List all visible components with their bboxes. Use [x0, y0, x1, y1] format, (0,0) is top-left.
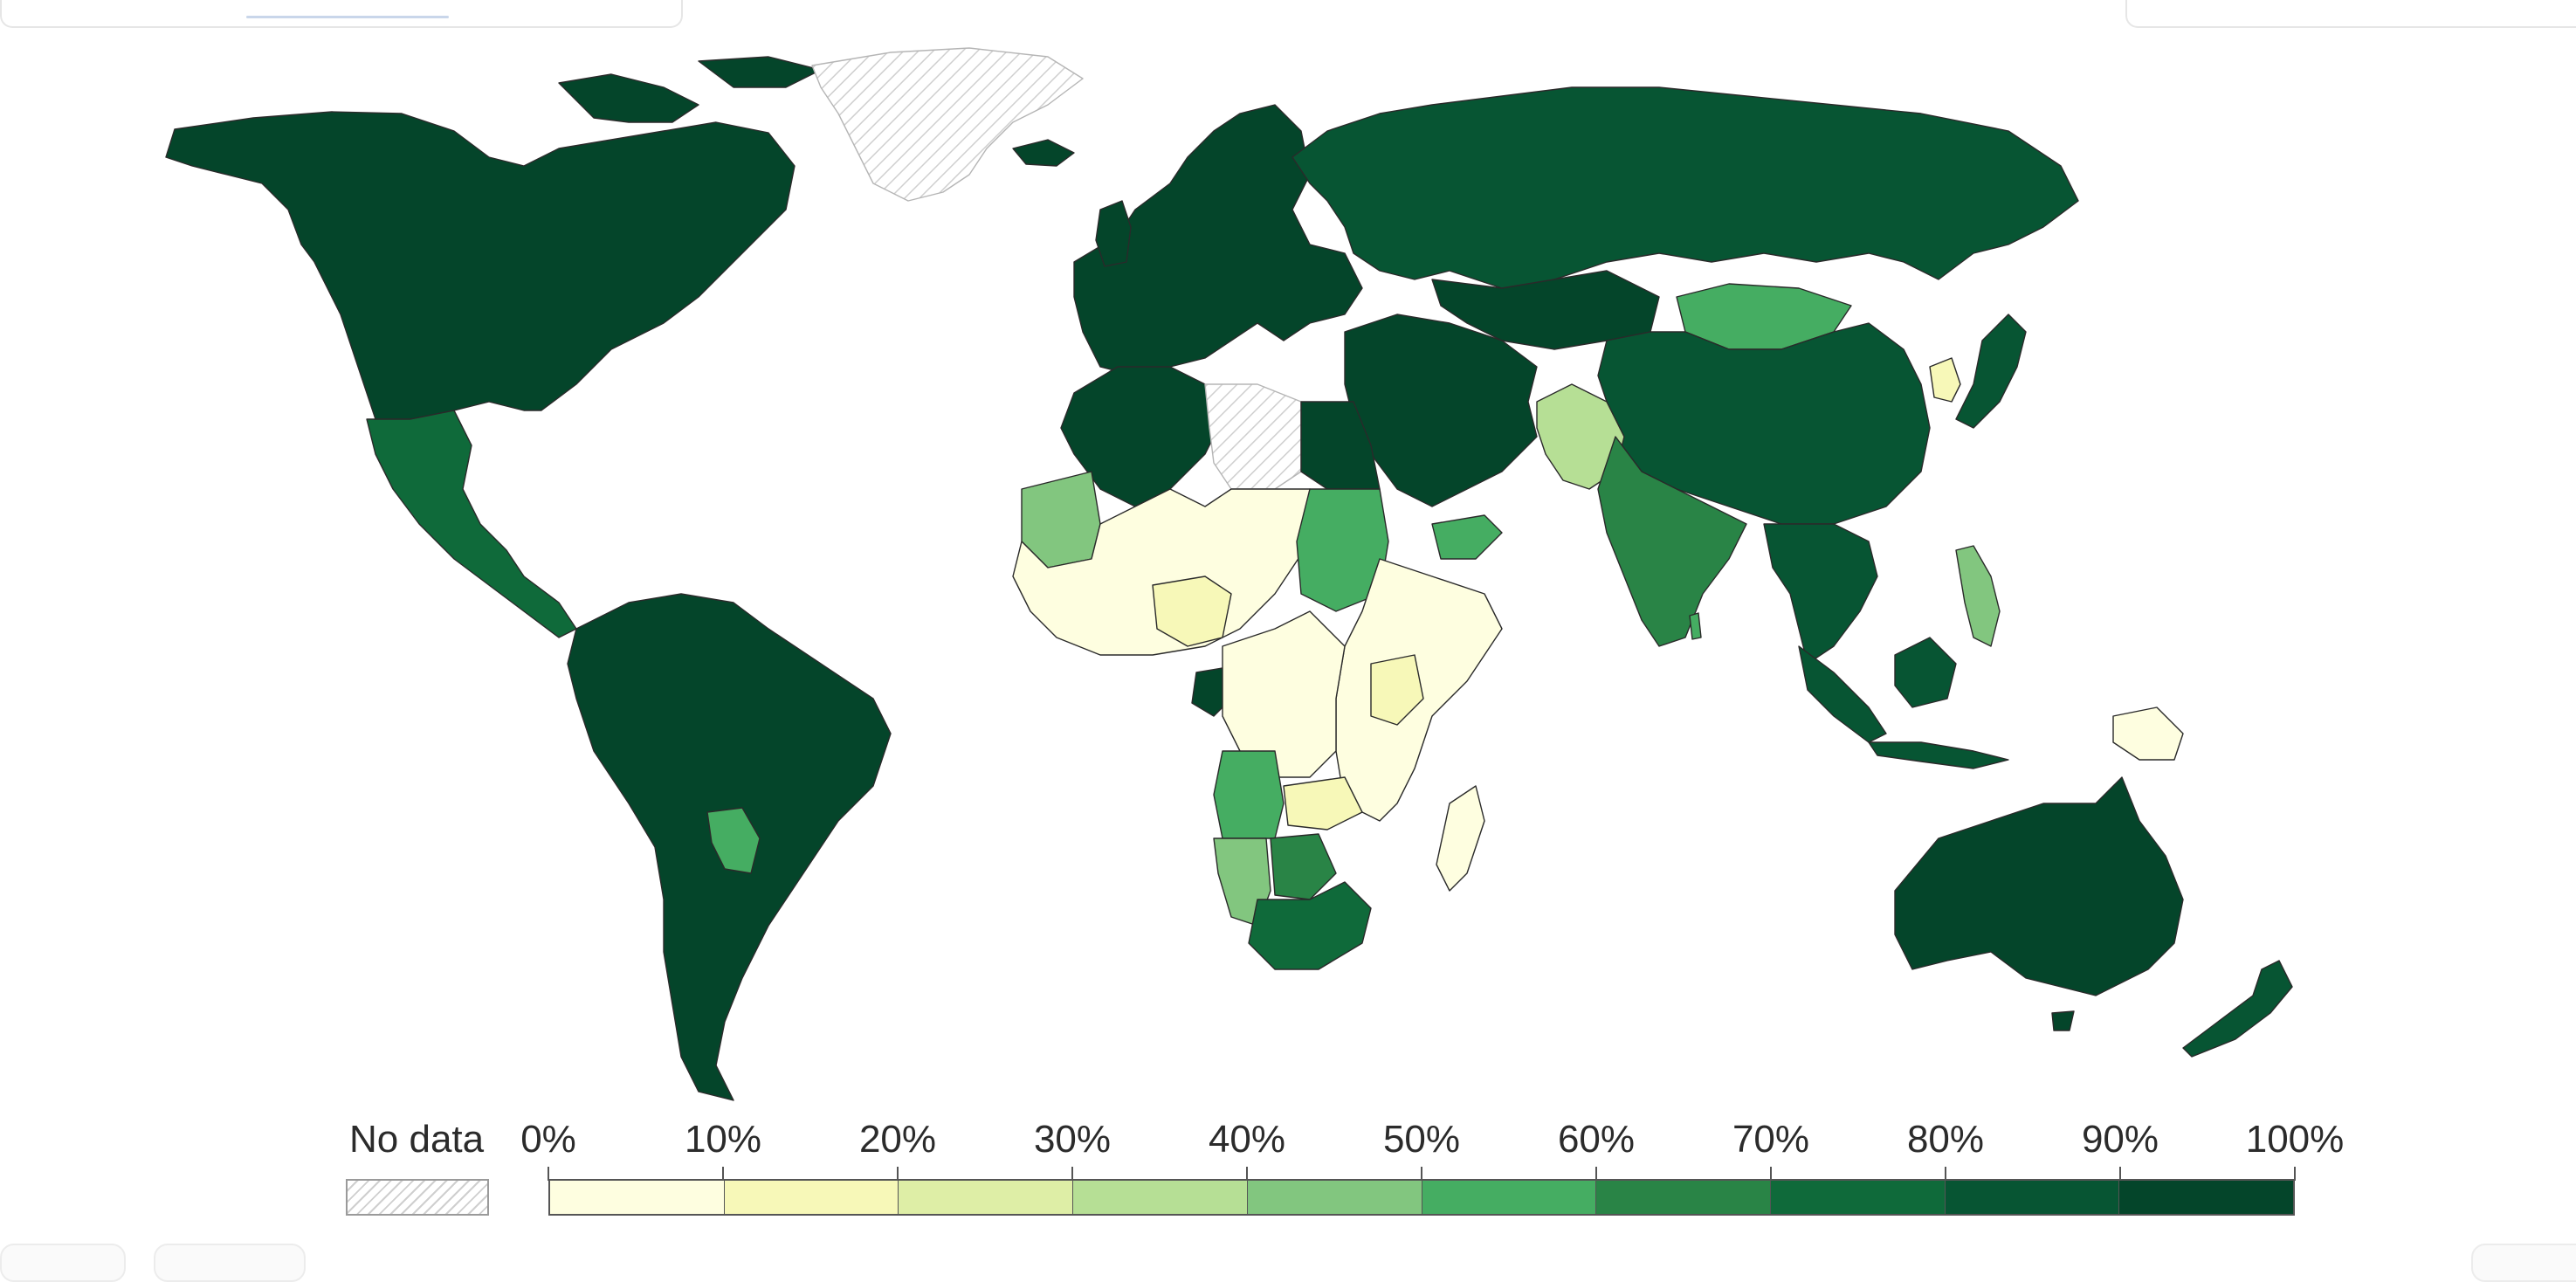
scale-tick-mark	[722, 1167, 724, 1181]
scale-tick-label: 40%	[1208, 1118, 1286, 1161]
region-sudan[interactable]	[1296, 488, 1389, 612]
region-southeast-asia[interactable]	[1763, 523, 1878, 665]
region-yemen[interactable]	[1431, 514, 1503, 560]
region-libya[interactable]	[1204, 383, 1302, 490]
scale-segment-1	[724, 1181, 899, 1214]
scale-tick-mark	[2294, 1167, 2296, 1181]
no-data-swatch	[346, 1179, 489, 1216]
region-paraguay[interactable]	[706, 807, 761, 874]
color-scale-bar	[548, 1179, 2295, 1216]
scale-tick-mark	[1595, 1167, 1597, 1181]
scale-segment-8	[1945, 1181, 2120, 1214]
region-russia[interactable]	[1291, 86, 2079, 289]
region-tasmania[interactable]	[2051, 1010, 2075, 1031]
no-data-label: No data	[349, 1118, 485, 1161]
region-philippines[interactable]	[1955, 545, 2001, 647]
scale-tick-mark	[1945, 1167, 1946, 1181]
bottom-left-chip-2	[154, 1244, 306, 1282]
active-tab-indicator	[246, 16, 449, 18]
scale-tick-label: 0%	[520, 1118, 576, 1161]
scale-tick-label: 10%	[684, 1118, 762, 1161]
region-papua-new-guinea[interactable]	[2112, 706, 2184, 761]
scale-tick-label: 30%	[1033, 1118, 1112, 1161]
top-left-tab-strip	[0, 0, 683, 28]
region-botswana[interactable]	[1270, 833, 1337, 900]
scale-tick-mark	[897, 1167, 899, 1181]
region-madagascar[interactable]	[1436, 785, 1485, 892]
region-korea[interactable]	[1929, 357, 1961, 403]
region-indonesia[interactable]	[1798, 645, 1887, 743]
scale-tick-label: 60%	[1557, 1118, 1636, 1161]
bottom-right-chip	[2471, 1244, 2576, 1282]
scale-segment-7	[1770, 1181, 1946, 1214]
scale-tick-mark	[1246, 1167, 1248, 1181]
region-japan[interactable]	[1955, 314, 2027, 429]
region-nigeria[interactable]	[1152, 576, 1232, 647]
world-choropleth-map	[0, 35, 2576, 1127]
region-angola[interactable]	[1213, 750, 1285, 839]
region-iceland[interactable]	[1012, 139, 1075, 167]
region-sri-lanka[interactable]	[1689, 612, 1702, 640]
region-central-africa[interactable]	[1222, 610, 1346, 778]
scale-tick-mark	[548, 1167, 549, 1181]
scale-tick-mark	[2119, 1167, 2121, 1181]
region-zambia[interactable]	[1283, 776, 1363, 831]
scale-tick-label: 90%	[2081, 1118, 2159, 1161]
region-north-america[interactable]	[165, 111, 796, 420]
bottom-left-chip	[0, 1244, 126, 1282]
region-australia[interactable]	[1894, 776, 2184, 996]
scale-segment-0	[550, 1181, 725, 1214]
scale-segment-4	[1247, 1181, 1422, 1214]
region-north-africa[interactable]	[1060, 366, 1223, 507]
scale-tick-mark	[1770, 1167, 1772, 1181]
scale-segment-3	[1073, 1181, 1248, 1214]
region-greenland[interactable]	[811, 47, 1084, 202]
scale-tick-label: 20%	[858, 1118, 937, 1161]
region-south-africa[interactable]	[1248, 881, 1372, 970]
region-new-zealand[interactable]	[2182, 960, 2293, 1058]
scale-segment-5	[1422, 1181, 1597, 1214]
region-borneo[interactable]	[1894, 637, 1957, 708]
region-arctic-islands-2[interactable]	[698, 56, 822, 88]
scale-segment-6	[1596, 1181, 1771, 1214]
region-kenya[interactable]	[1370, 654, 1424, 726]
scale-tick-mark	[1421, 1167, 1422, 1181]
scale-tick-label: 50%	[1382, 1118, 1461, 1161]
scale-tick-label: 80%	[1906, 1118, 1985, 1161]
scale-tick-label: 100%	[2245, 1118, 2345, 1161]
region-central-america[interactable]	[366, 410, 577, 638]
scale-segment-2	[899, 1181, 1074, 1214]
map-legend: No data 0% 10% 20% 30% 40% 50% 60% 70% 80% 90% 100…	[0, 1118, 2576, 1223]
scale-segment-9	[2119, 1181, 2294, 1214]
scale-tick-label: 70%	[1732, 1118, 1810, 1161]
top-right-tab-strip	[2125, 0, 2576, 28]
region-arctic-islands[interactable]	[558, 73, 699, 123]
region-uk[interactable]	[1095, 200, 1132, 267]
map-svg	[165, 47, 2293, 1101]
scale-tick-mark	[1071, 1167, 1073, 1181]
region-java[interactable]	[1868, 741, 2009, 769]
